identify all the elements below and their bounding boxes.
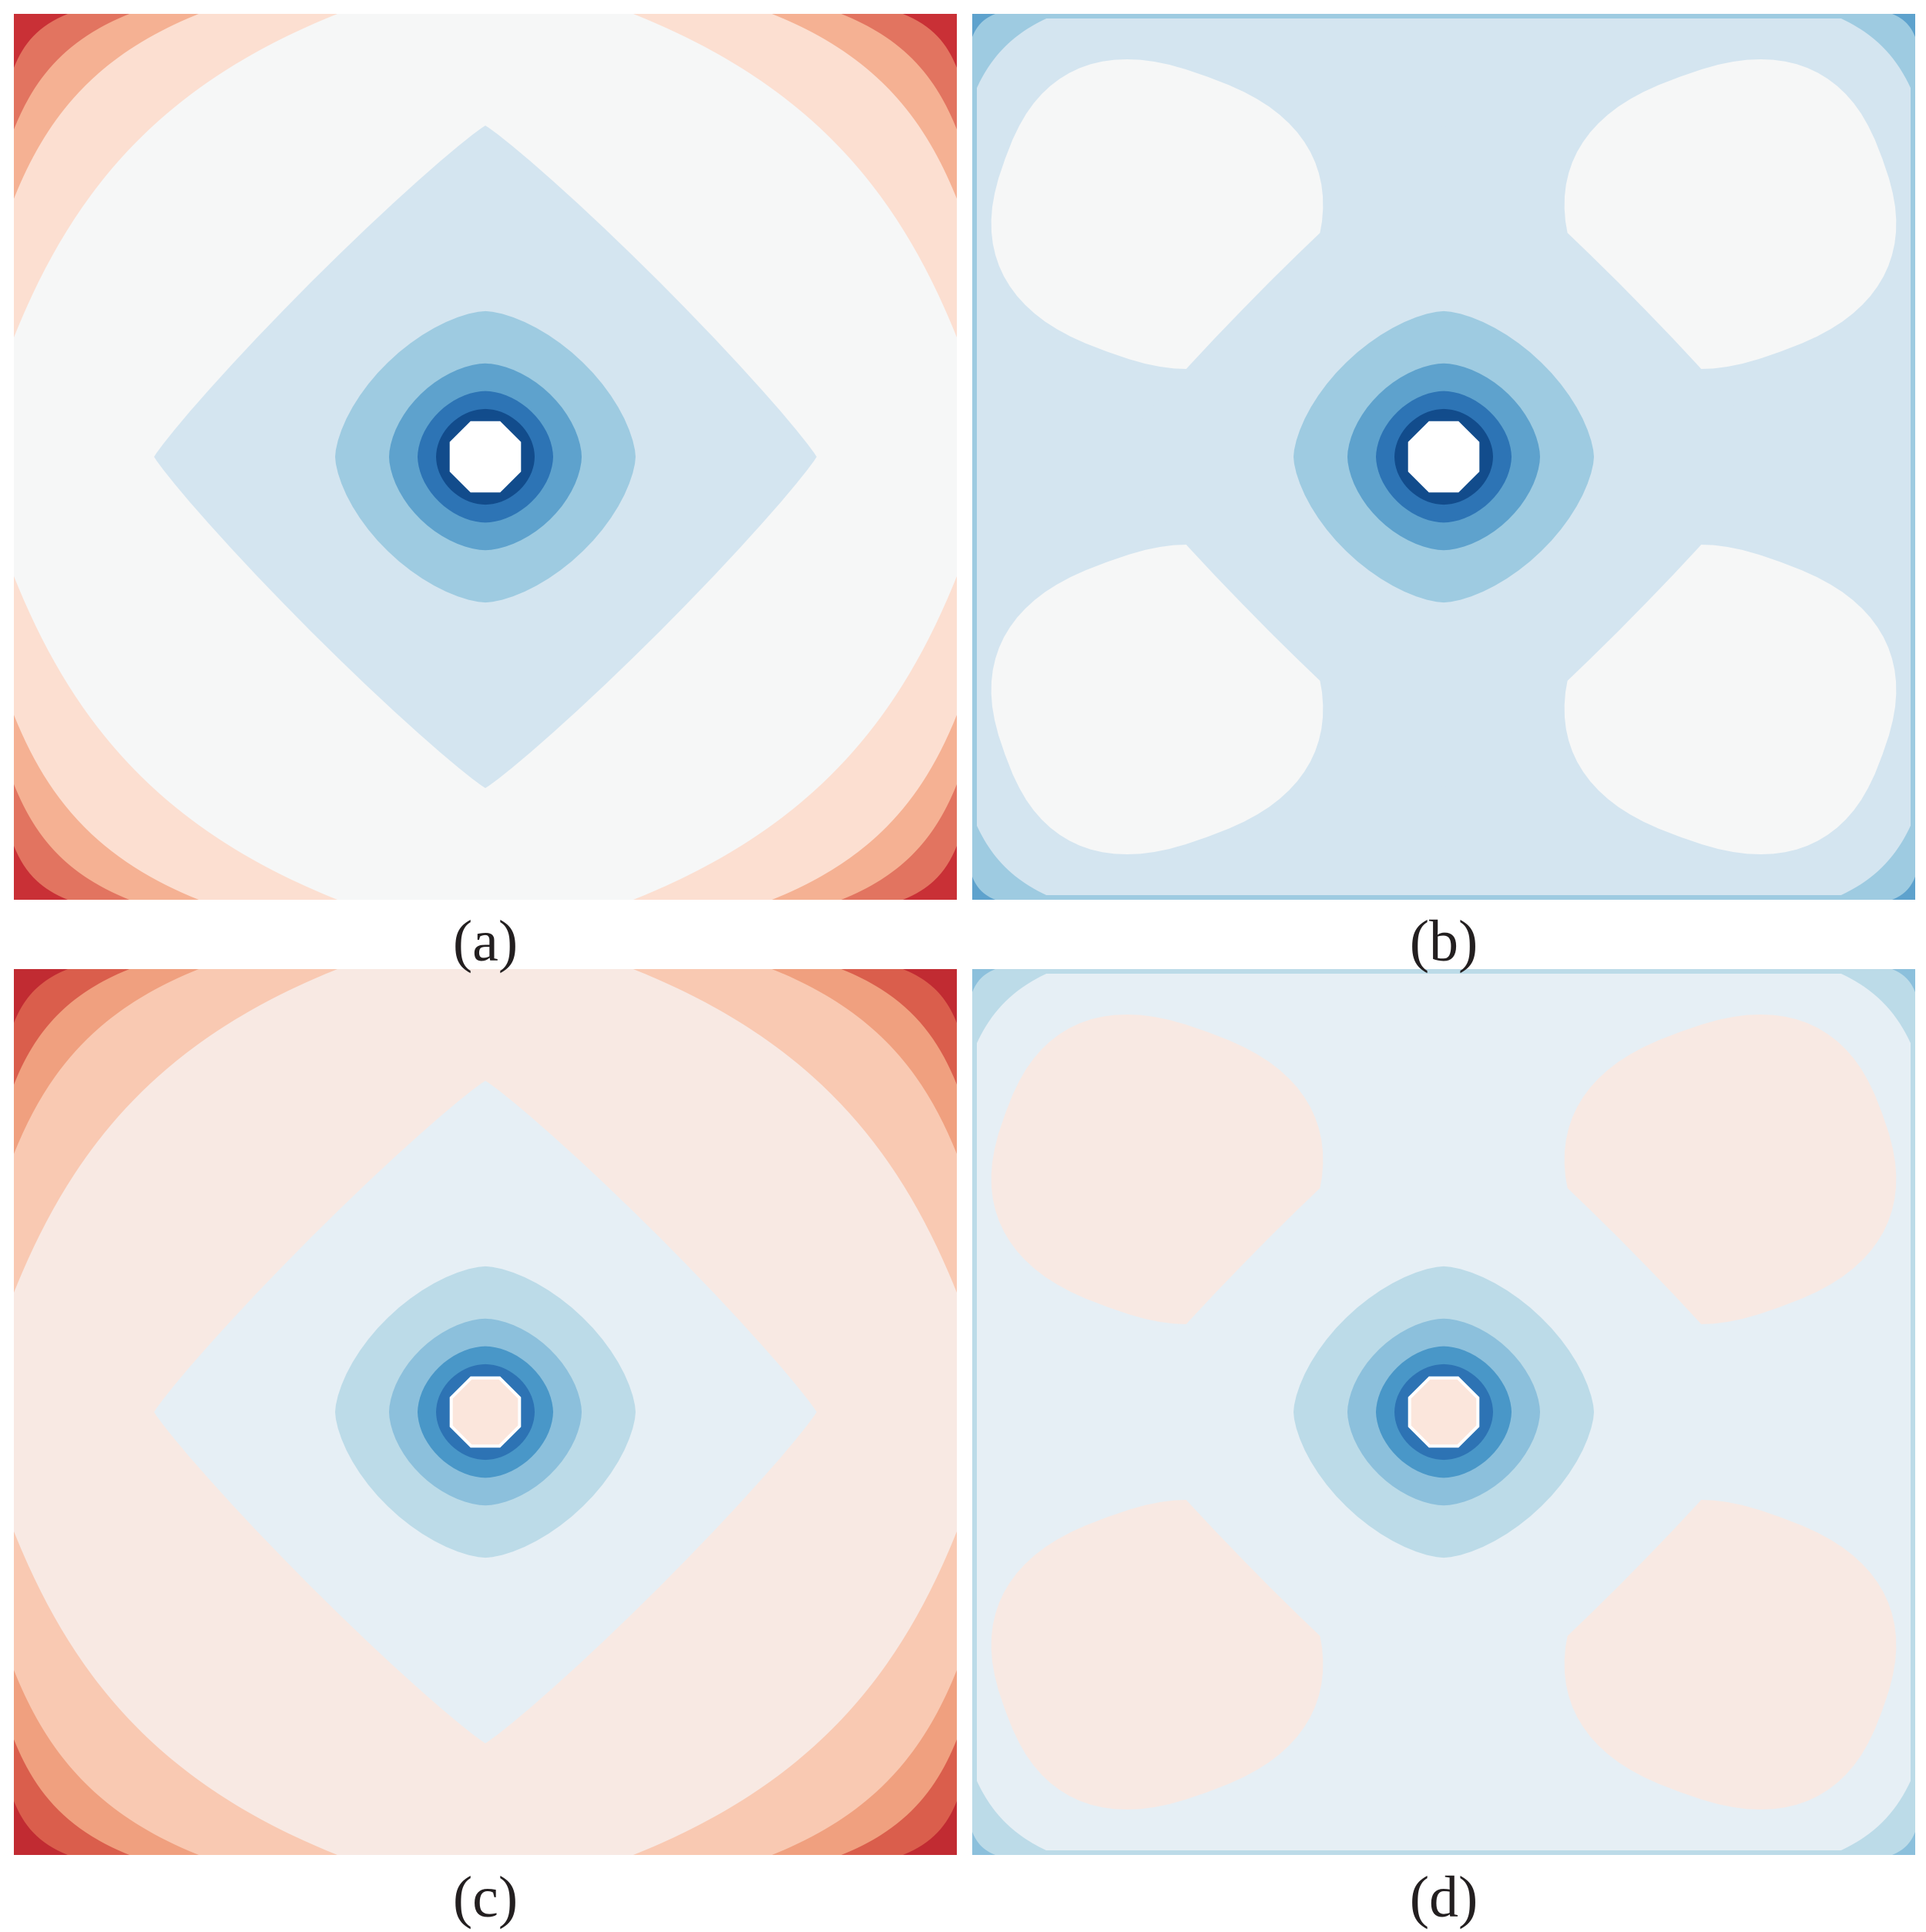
lobe-region-2	[1564, 1014, 1897, 1325]
corner-contour-level-2	[772, 715, 957, 900]
panel-caption-a: (a)	[452, 909, 518, 974]
corner-contour-level-2	[14, 1670, 199, 1855]
corner-contour-level-2	[1892, 877, 1915, 900]
center-hole	[1408, 1376, 1480, 1448]
lobe-region-1	[991, 1014, 1324, 1325]
contour-plot	[972, 14, 1915, 900]
corner-contour-level-1	[972, 14, 1057, 99]
corner-contour-level-2	[772, 969, 957, 1154]
panel-caption-c: (c)	[452, 1865, 518, 1930]
panel-caption-b: (b)	[1409, 909, 1478, 974]
corner-contour-level-4	[14, 1801, 68, 1855]
lobe-region-1	[991, 59, 1324, 370]
corner-contour-level-1	[14, 14, 337, 337]
corner-contour-group	[1830, 815, 1915, 900]
corner-contour-level-2	[972, 877, 995, 900]
corner-contour-level-1	[972, 969, 1057, 1054]
corner-contour-group	[972, 969, 1057, 1054]
lobe-region-2	[1564, 59, 1897, 370]
corner-contour-level-2	[14, 969, 199, 1154]
contour-plot	[14, 14, 957, 900]
corner-contour-level-3	[14, 14, 129, 129]
corner-contour-group	[14, 969, 337, 1293]
corner-contour-group	[633, 969, 957, 1293]
corner-contour-level-1	[1830, 969, 1915, 1054]
corner-contour-group	[633, 14, 957, 337]
center-hole	[1408, 421, 1480, 493]
corner-contour-level-2	[772, 1670, 957, 1855]
corner-contour-level-1	[1830, 815, 1915, 900]
corner-contour-group	[633, 1531, 957, 1855]
corner-contour-level-3	[841, 14, 957, 129]
corner-contour-group	[1830, 14, 1915, 99]
corner-contour-level-2	[772, 14, 957, 199]
corner-contour-level-1	[972, 815, 1057, 900]
corner-contour-level-1	[633, 969, 957, 1293]
center-hole	[449, 421, 522, 493]
edge-contour	[972, 14, 1915, 900]
corner-contour-level-1	[1830, 1770, 1915, 1855]
corner-contour-level-4	[14, 14, 68, 68]
corner-contour-group	[633, 576, 957, 900]
corner-contour-level-2	[1892, 969, 1915, 992]
corner-contour-level-1	[633, 1531, 957, 1855]
corner-contour-level-1	[633, 14, 957, 337]
corner-contour-level-2	[972, 1832, 995, 1855]
corner-contour-level-3	[14, 784, 129, 900]
corner-contour-group	[972, 14, 1057, 99]
corner-contour-level-1	[14, 576, 337, 900]
corner-contour-level-3	[841, 969, 957, 1085]
contour-panel-c	[14, 969, 957, 1855]
corner-contour-group	[972, 1770, 1057, 1855]
corner-contour-group	[14, 576, 337, 900]
corner-contour-level-4	[903, 969, 957, 1023]
corner-contour-level-4	[903, 14, 957, 68]
corner-contour-level-2	[972, 14, 995, 37]
panel-caption-d: (d)	[1409, 1865, 1478, 1930]
corner-contour-level-1	[14, 969, 337, 1293]
lobe-region-4	[1564, 1499, 1897, 1810]
corner-contour-level-3	[841, 1739, 957, 1855]
corner-contour-level-4	[903, 846, 957, 900]
corner-contour-level-2	[14, 715, 199, 900]
corner-contour-level-2	[1892, 1832, 1915, 1855]
corner-contour-level-4	[14, 969, 68, 1023]
center-hole	[449, 1376, 522, 1448]
corner-contour-level-4	[903, 1801, 957, 1855]
corner-contour-level-2	[1892, 14, 1915, 37]
corner-contour-level-1	[1830, 14, 1915, 99]
corner-contour-level-2	[14, 14, 199, 199]
lobe-region-3	[991, 1499, 1324, 1810]
lobe-region-3	[991, 544, 1324, 855]
corner-contour-level-1	[14, 1531, 337, 1855]
contour-plot	[14, 969, 957, 1855]
corner-contour-level-1	[972, 1770, 1057, 1855]
contour-panel-a	[14, 14, 957, 900]
corner-contour-group	[14, 1531, 337, 1855]
corner-contour-group	[972, 815, 1057, 900]
corner-contour-group	[1830, 1770, 1915, 1855]
corner-contour-group	[14, 14, 337, 337]
corner-contour-level-3	[14, 1739, 129, 1855]
lobe-region-4	[1564, 544, 1897, 855]
contour-panel-d	[972, 969, 1915, 1855]
corner-contour-group	[1830, 969, 1915, 1054]
corner-contour-level-1	[633, 576, 957, 900]
corner-contour-level-4	[14, 846, 68, 900]
corner-contour-level-3	[14, 969, 129, 1085]
contour-panel-b	[972, 14, 1915, 900]
edge-contour	[972, 969, 1915, 1855]
contour-plot	[972, 969, 1915, 1855]
corner-contour-level-3	[841, 784, 957, 900]
corner-contour-level-2	[972, 969, 995, 992]
